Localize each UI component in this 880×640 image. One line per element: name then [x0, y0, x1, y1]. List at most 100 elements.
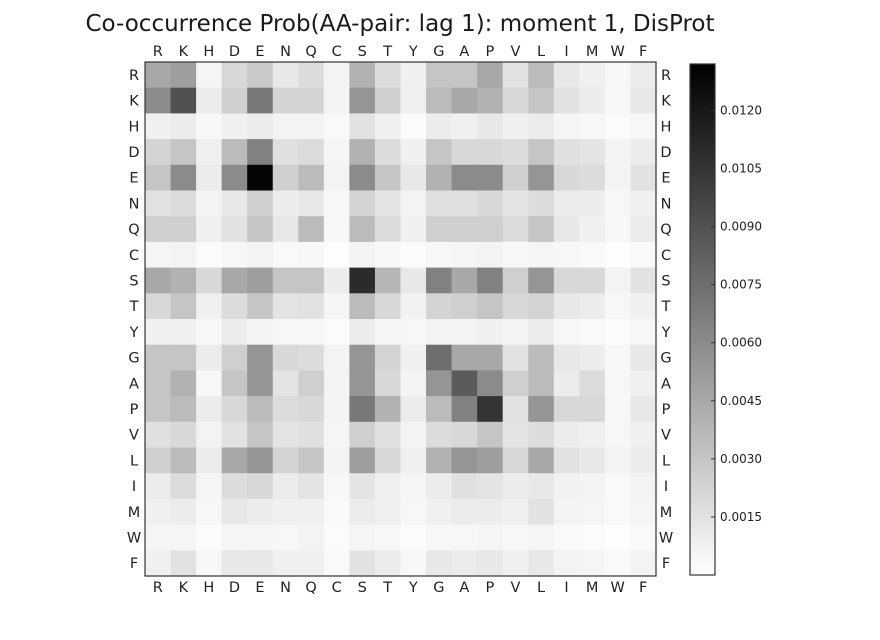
heatmap-cell-A-A: [451, 370, 478, 397]
heatmap-cell-M-V: [502, 498, 529, 526]
x-tick-label-bottom-P: P: [486, 580, 495, 596]
y-tick-label-right-I: I: [664, 479, 668, 495]
heatmap-cell-K-Q: [298, 87, 325, 114]
heatmap-cell-R-M: [579, 62, 606, 89]
y-tick-label-right-E: E: [661, 171, 670, 187]
heatmap-cell-V-R: [145, 421, 172, 449]
heatmap-cell-E-C: [323, 164, 350, 192]
heatmap-cell-D-F: [630, 139, 657, 166]
heatmap-cell-D-S: [349, 139, 376, 166]
heatmap-cell-L-Q: [298, 447, 325, 474]
x-tick-label-bottom-F: F: [639, 580, 647, 596]
heatmap-cell-I-M: [579, 473, 606, 500]
heatmap-cell-A-L: [528, 370, 555, 397]
heatmap-cell-Q-V: [502, 216, 529, 243]
heatmap-cell-C-D: [221, 241, 248, 269]
heatmap-cell-F-N: [272, 550, 299, 577]
heatmap-cell-T-F: [630, 293, 657, 320]
heatmap-cell-P-S: [349, 396, 376, 423]
heatmap-cell-L-Y: [400, 447, 427, 474]
heatmap-cell-N-A: [451, 190, 478, 217]
heatmap-cell-R-P: [477, 62, 504, 89]
y-tick-label-left-I: I: [132, 479, 136, 495]
heatmap-cell-F-F: [630, 550, 657, 577]
y-tick-label-right-R: R: [661, 68, 671, 84]
heatmap-cell-L-H: [196, 447, 223, 474]
x-tick-label-top-Y: Y: [408, 44, 418, 60]
heatmap-cell-I-F: [630, 473, 657, 500]
y-tick-label-right-K: K: [661, 94, 671, 110]
heatmap-cell-R-Q: [298, 62, 325, 89]
y-tick-label-right-W: W: [659, 530, 673, 546]
heatmap-cell-T-L: [528, 293, 555, 320]
x-tick-label-bottom-D: D: [229, 580, 240, 596]
colorbar-tick-label: 0.0090: [720, 220, 762, 234]
y-tick-label-right-Q: Q: [660, 222, 671, 238]
heatmap-cell-I-P: [477, 473, 504, 500]
heatmap-cell-S-V: [502, 267, 529, 294]
heatmap-cell-W-E: [247, 524, 274, 551]
heatmap-cell-F-W: [604, 550, 632, 577]
heatmap-cell-L-G: [426, 447, 453, 474]
heatmap-cell-C-N: [272, 241, 299, 269]
y-tick-label-right-M: M: [660, 505, 673, 521]
y-tick-label-left-C: C: [129, 248, 139, 264]
heatmap-cell-W-F: [630, 524, 657, 551]
heatmap-cell-N-Y: [400, 190, 427, 217]
heatmap-cell-N-M: [579, 190, 606, 217]
heatmap-cell-E-R: [145, 164, 172, 192]
heatmap-cell-V-I: [553, 421, 580, 449]
x-tick-label-bottom-G: G: [433, 580, 444, 596]
heatmap-cell-Y-A: [451, 319, 478, 346]
heatmap-cell-I-T: [374, 473, 402, 500]
y-tick-label-left-V: V: [129, 428, 139, 444]
heatmap-cell-T-H: [196, 293, 223, 320]
heatmap-cell-D-K: [170, 139, 197, 166]
heatmap-cell-Y-Q: [298, 319, 325, 346]
heatmap-cell-L-C: [323, 447, 350, 474]
heatmap-cell-I-C: [323, 473, 350, 500]
heatmap-cell-E-V: [502, 164, 529, 192]
x-tick-label-top-L: L: [537, 44, 545, 60]
heatmap-cell-G-Y: [400, 344, 427, 371]
heatmap-cell-G-R: [145, 344, 172, 371]
heatmap-cell-N-L: [528, 190, 555, 217]
heatmap-cell-H-F: [630, 113, 657, 140]
heatmap-cell-L-T: [374, 447, 402, 474]
heatmap-cell-A-Y: [400, 370, 427, 397]
y-tick-label-left-Y: Y: [129, 325, 139, 341]
heatmap-cell-I-W: [604, 473, 632, 500]
heatmap-cell-K-S: [349, 87, 376, 114]
heatmap-cell-K-K: [170, 87, 197, 114]
heatmap-cell-G-S: [349, 344, 376, 371]
y-tick-label-left-F: F: [130, 556, 138, 572]
y-tick-label-right-V: V: [661, 428, 671, 444]
heatmap-cell-H-I: [553, 113, 580, 140]
heatmap-cell-C-M: [579, 241, 606, 269]
heatmap-cell-F-R: [145, 550, 172, 577]
heatmap-cell-D-Q: [298, 139, 325, 166]
heatmap-cell-Q-W: [604, 216, 632, 243]
colorbar-tick-label: 0.0120: [720, 103, 762, 117]
heatmap-cell-Y-I: [553, 319, 580, 346]
heatmap-cell-A-Q: [298, 370, 325, 397]
x-tick-label-bottom-I: I: [564, 580, 568, 596]
heatmap-cell-N-Q: [298, 190, 325, 217]
heatmap-cell-T-M: [579, 293, 606, 320]
heatmap-cell-P-H: [196, 396, 223, 423]
heatmap-cell-V-K: [170, 421, 197, 449]
heatmap-cell-N-F: [630, 190, 657, 217]
heatmap-cell-H-M: [579, 113, 606, 140]
heatmap-cell-V-L: [528, 421, 555, 449]
heatmap-cell-L-W: [604, 447, 632, 474]
heatmap-cell-Q-P: [477, 216, 504, 243]
heatmap-cell-M-F: [630, 498, 657, 526]
heatmap-cell-T-Q: [298, 293, 325, 320]
heatmap-cell-Y-C: [323, 319, 350, 346]
heatmap-cell-M-S: [349, 498, 376, 526]
heatmap-cell-R-D: [221, 62, 248, 89]
heatmap-cell-R-F: [630, 62, 657, 89]
x-tick-label-bottom-Y: Y: [408, 580, 418, 596]
heatmap-cell-A-E: [247, 370, 274, 397]
heatmap-cell-P-T: [374, 396, 402, 423]
